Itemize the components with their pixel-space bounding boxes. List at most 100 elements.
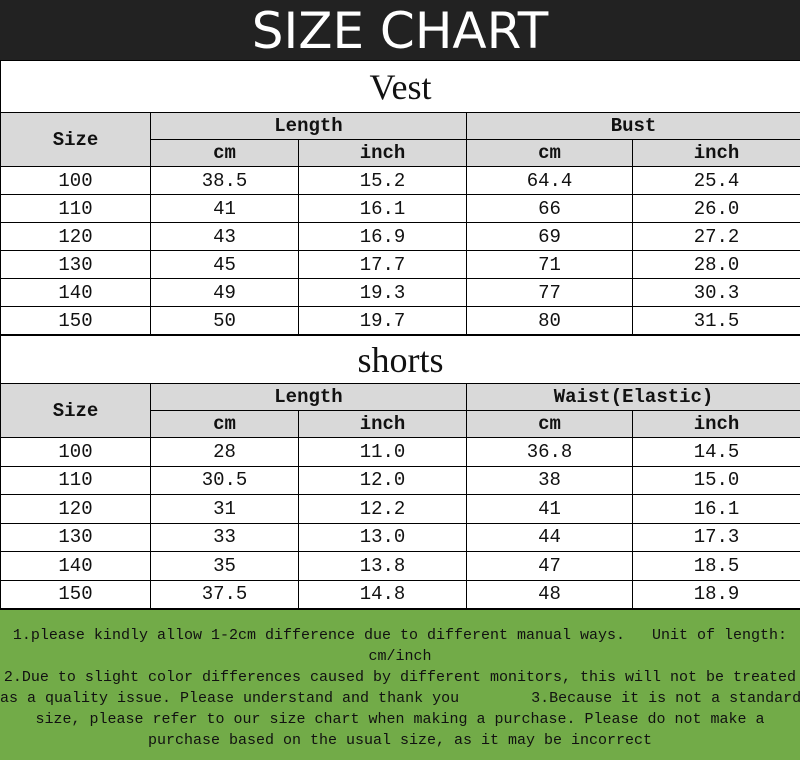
unit-header: cm bbox=[151, 140, 299, 167]
value-cell: 77 bbox=[467, 279, 633, 307]
value-cell: 16.1 bbox=[299, 195, 467, 223]
value-cell: 17.7 bbox=[299, 251, 467, 279]
group-header: Length bbox=[151, 113, 467, 140]
value-cell: 66 bbox=[467, 195, 633, 223]
value-cell: 28 bbox=[151, 438, 299, 467]
section-title: shorts bbox=[1, 336, 800, 384]
value-cell: 27.2 bbox=[633, 223, 800, 251]
value-cell: 69 bbox=[467, 223, 633, 251]
note-line: 1.please kindly allow 1-2cm difference d… bbox=[0, 625, 800, 646]
size-cell: 110 bbox=[1, 466, 151, 495]
value-cell: 41 bbox=[151, 195, 299, 223]
size-cell: 140 bbox=[1, 279, 151, 307]
value-cell: 31 bbox=[151, 495, 299, 524]
title-row: Vest bbox=[1, 61, 800, 113]
value-cell: 13.8 bbox=[299, 552, 467, 581]
value-cell: 44 bbox=[467, 523, 633, 552]
note-line: 2.Due to slight color differences caused… bbox=[0, 667, 800, 688]
value-cell: 71 bbox=[467, 251, 633, 279]
value-cell: 31.5 bbox=[633, 307, 800, 335]
value-cell: 38.5 bbox=[151, 167, 299, 195]
value-cell: 28.0 bbox=[633, 251, 800, 279]
size-cell: 100 bbox=[1, 167, 151, 195]
value-cell: 50 bbox=[151, 307, 299, 335]
unit-header: cm bbox=[467, 140, 633, 167]
value-cell: 12.0 bbox=[299, 466, 467, 495]
page-title: SIZE CHART bbox=[252, 2, 549, 60]
section-title: Vest bbox=[1, 61, 800, 113]
note-line: size, please refer to our size chart whe… bbox=[0, 709, 800, 730]
value-cell: 15.0 bbox=[633, 466, 800, 495]
note-line: as a quality issue. Please understand an… bbox=[0, 688, 800, 709]
size-cell: 150 bbox=[1, 307, 151, 335]
value-cell: 30.5 bbox=[151, 466, 299, 495]
value-cell: 64.4 bbox=[467, 167, 633, 195]
unit-header: cm bbox=[151, 411, 299, 438]
value-cell: 19.7 bbox=[299, 307, 467, 335]
group-header: Bust bbox=[467, 113, 800, 140]
size-cell: 120 bbox=[1, 223, 151, 251]
value-cell: 25.4 bbox=[633, 167, 800, 195]
unit-header: inch bbox=[299, 411, 467, 438]
unit-header: cm bbox=[467, 411, 633, 438]
value-cell: 37.5 bbox=[151, 580, 299, 609]
value-cell: 41 bbox=[467, 495, 633, 524]
unit-header: inch bbox=[633, 411, 800, 438]
note-line: cm/inch bbox=[0, 646, 800, 667]
size-header: Size bbox=[1, 384, 151, 438]
size-cell: 120 bbox=[1, 495, 151, 524]
value-cell: 49 bbox=[151, 279, 299, 307]
value-cell: 80 bbox=[467, 307, 633, 335]
value-cell: 47 bbox=[467, 552, 633, 581]
unit-header: inch bbox=[633, 140, 800, 167]
value-cell: 12.2 bbox=[299, 495, 467, 524]
unit-header: inch bbox=[299, 140, 467, 167]
value-cell: 18.9 bbox=[633, 580, 800, 609]
value-cell: 35 bbox=[151, 552, 299, 581]
value-cell: 17.3 bbox=[633, 523, 800, 552]
note-line: purchase based on the usual size, as it … bbox=[0, 730, 800, 751]
value-cell: 19.3 bbox=[299, 279, 467, 307]
size-cell: 150 bbox=[1, 580, 151, 609]
value-cell: 45 bbox=[151, 251, 299, 279]
notes: 1.please kindly allow 1-2cm difference d… bbox=[0, 609, 800, 760]
value-cell: 26.0 bbox=[633, 195, 800, 223]
size-cell: 140 bbox=[1, 552, 151, 581]
value-cell: 18.5 bbox=[633, 552, 800, 581]
value-cell: 16.9 bbox=[299, 223, 467, 251]
value-cell: 48 bbox=[467, 580, 633, 609]
value-cell: 33 bbox=[151, 523, 299, 552]
value-cell: 14.8 bbox=[299, 580, 467, 609]
value-cell: 11.0 bbox=[299, 438, 467, 467]
size-header: Size bbox=[1, 113, 151, 167]
value-cell: 14.5 bbox=[633, 438, 800, 467]
group-header: Waist(Elastic) bbox=[467, 384, 800, 411]
value-cell: 43 bbox=[151, 223, 299, 251]
value-cell: 13.0 bbox=[299, 523, 467, 552]
size-cell: 100 bbox=[1, 438, 151, 467]
size-cell: 130 bbox=[1, 523, 151, 552]
value-cell: 15.2 bbox=[299, 167, 467, 195]
size-cell: 130 bbox=[1, 251, 151, 279]
group-header: Length bbox=[151, 384, 467, 411]
value-cell: 30.3 bbox=[633, 279, 800, 307]
value-cell: 36.8 bbox=[467, 438, 633, 467]
size-cell: 110 bbox=[1, 195, 151, 223]
